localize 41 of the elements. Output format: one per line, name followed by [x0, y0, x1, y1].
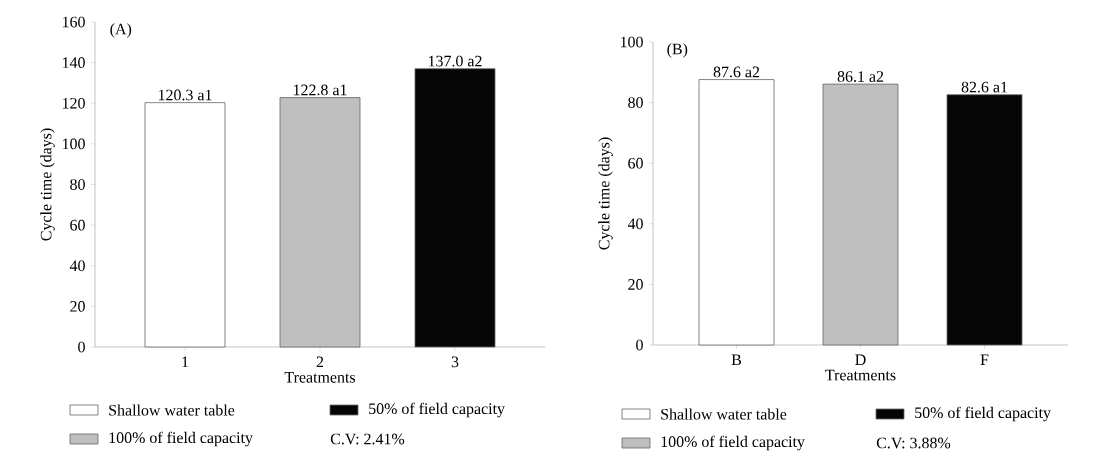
y-tick-label: 160: [62, 16, 85, 28]
text: C.V: 3.88%: [876, 437, 951, 449]
legend-label: 50% of field capacity: [369, 402, 505, 418]
annotation: (B): [667, 43, 688, 58]
x-tick-label: D: [855, 354, 866, 365]
x-tick-label: 3: [451, 356, 459, 368]
data-label: 82.6 a1: [961, 81, 1008, 93]
y-tick-label: 120: [62, 97, 85, 109]
data-label: 137.0 a2: [428, 55, 482, 67]
y-tick-label: 100: [62, 138, 85, 150]
legend-label: Shallow water table: [661, 408, 787, 420]
y-tick-label: 0: [78, 341, 85, 353]
y-tick-label: 40: [69, 260, 85, 272]
y-tick-label: 20: [628, 279, 643, 290]
y-tick-label: 80: [70, 179, 85, 190]
text: C.V: 2.41%: [330, 433, 405, 445]
y-axis-title: Cycle time (days): [40, 128, 55, 241]
legend-label: 50% of field capacity: [915, 406, 1051, 422]
x-tick-label: 2: [316, 356, 324, 368]
x-axis-title: Treatments: [825, 369, 896, 381]
y-tick-label: 20: [70, 301, 85, 312]
x-axis-title: Treatments: [284, 372, 356, 383]
annotation: (A): [110, 23, 132, 38]
y-tick-label: 0: [636, 339, 643, 351]
y-tick-label: 140: [62, 57, 85, 69]
y-tick-label: 60: [70, 219, 85, 231]
y-tick-label: 100: [620, 36, 643, 48]
legend-label: Shallow water table: [109, 404, 235, 416]
y-tick-label: 80: [628, 97, 643, 108]
legend-label: 100% of field capacity: [109, 431, 253, 447]
y-tick-label: 40: [627, 218, 643, 230]
x-tick-label: F: [980, 354, 989, 365]
data-label: 122.8 a1: [293, 84, 347, 96]
x-tick-label: 1: [182, 356, 189, 368]
data-label: 87.6 a2: [713, 66, 760, 78]
data-label: 86.1 a2: [837, 71, 884, 82]
legend-label: 100% of field capacity: [661, 435, 805, 451]
y-axis-title: Cycle time (days): [598, 137, 613, 250]
y-tick-label: 60: [628, 157, 643, 169]
x-tick-label: B: [731, 354, 742, 365]
data-label: 120.3 a1: [158, 89, 212, 101]
